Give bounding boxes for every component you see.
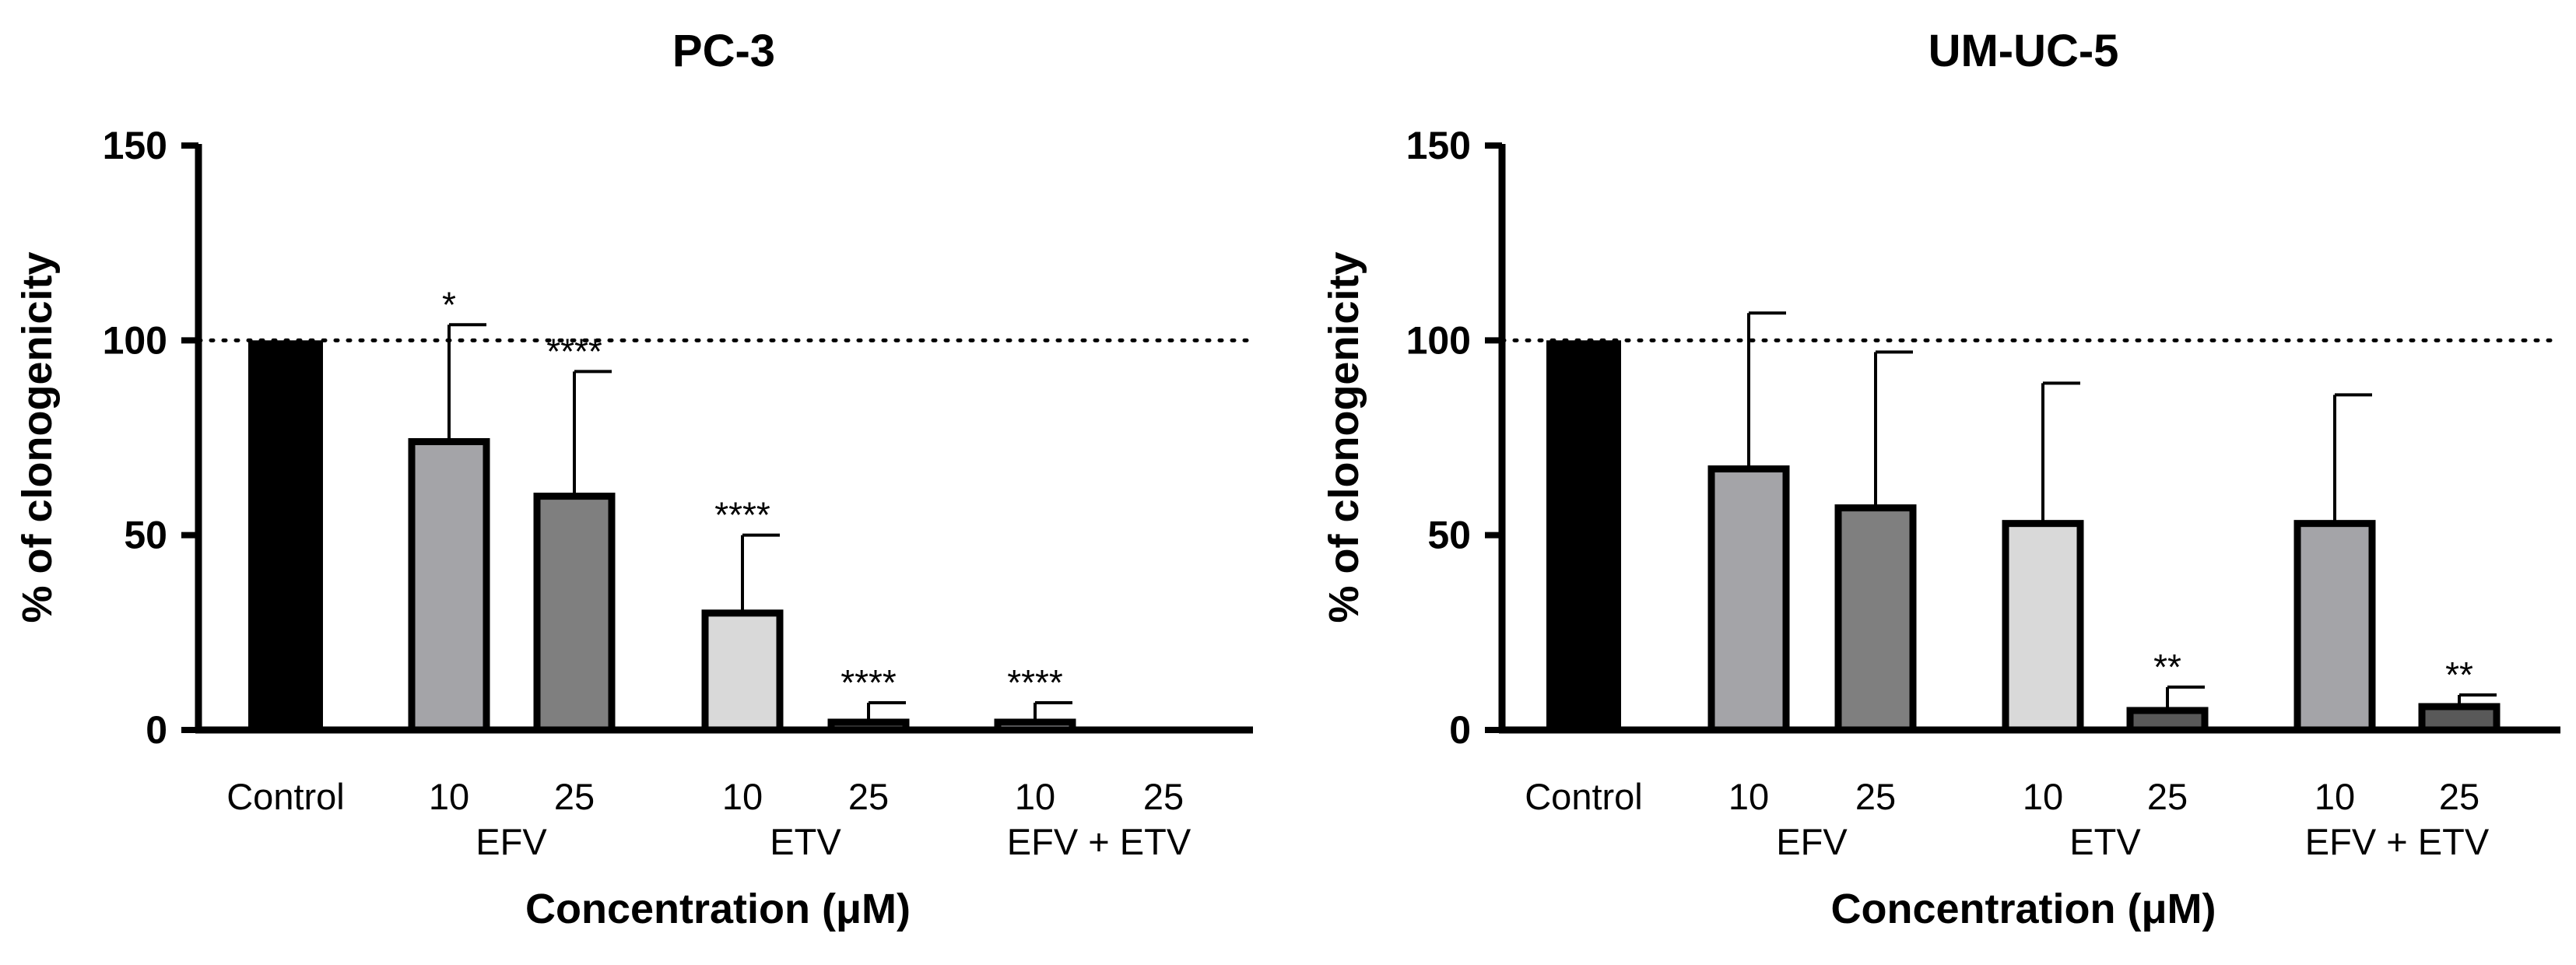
x-tick-label: 10 <box>429 776 469 817</box>
bar <box>701 609 784 734</box>
bar <box>248 340 323 730</box>
group-label: EFV + ETV <box>1007 821 1191 862</box>
y-tick-label: 50 <box>124 514 167 557</box>
significance-label: ** <box>2445 654 2473 695</box>
chart-pc3: PC-3 Control * 10 **** 25 **** 10 **** 25 **** 10 25… <box>14 26 1255 932</box>
bar <box>2418 703 2501 734</box>
x-tick-label: 25 <box>554 776 595 817</box>
x-tick-label: 10 <box>722 776 763 817</box>
y-tick-label: 100 <box>103 318 167 362</box>
x-tick-label: 25 <box>848 776 889 817</box>
chart-title: PC-3 <box>672 26 775 76</box>
y-tick-label: 150 <box>1406 124 1471 167</box>
significance-label: **** <box>546 331 602 371</box>
significance-label: ** <box>2153 647 2181 687</box>
y-axis-title: % of clonogenicity <box>14 251 61 623</box>
group-label: ETV <box>2069 821 2141 862</box>
chart-title: UM-UC-5 <box>1928 26 2119 76</box>
group-label: EFV <box>1776 821 1848 862</box>
significance-label: **** <box>714 495 770 535</box>
bar <box>1834 504 1917 734</box>
x-tick-label: 25 <box>2439 776 2479 817</box>
x-tick-label: Control <box>1525 776 1643 817</box>
significance-label: **** <box>841 662 897 703</box>
group-label: EFV <box>476 821 547 862</box>
significance-label: **** <box>1007 662 1063 703</box>
y-tick-label: 0 <box>146 708 167 752</box>
x-tick-label: 25 <box>1143 776 1184 817</box>
bar <box>2293 520 2376 734</box>
x-tick-label: 25 <box>1855 776 1896 817</box>
group-label: EFV + ETV <box>2305 821 2490 862</box>
x-axis-title: Concentration (μM) <box>525 886 911 932</box>
bar <box>1707 465 1790 734</box>
y-axis-title: % of clonogenicity <box>1321 251 1367 623</box>
group-label: ETV <box>770 821 841 862</box>
bar <box>408 438 490 734</box>
y-tick-label: 50 <box>1427 514 1471 557</box>
x-tick-label: 10 <box>2023 776 2063 817</box>
x-tick-label: 10 <box>2315 776 2355 817</box>
bar <box>1546 340 1621 730</box>
bar <box>533 493 616 734</box>
x-tick-label: 25 <box>2147 776 2188 817</box>
significance-label: * <box>442 284 456 325</box>
x-axis-title: Concentration (μM) <box>1831 886 2216 932</box>
y-tick-label: 100 <box>1406 318 1471 362</box>
y-tick-label: 0 <box>1449 708 1471 752</box>
x-tick-label: Control <box>226 776 345 817</box>
y-tick-label: 150 <box>103 124 167 167</box>
bar <box>2002 520 2084 734</box>
x-tick-label: 10 <box>1728 776 1769 817</box>
x-tick-label: 10 <box>1015 776 1055 817</box>
